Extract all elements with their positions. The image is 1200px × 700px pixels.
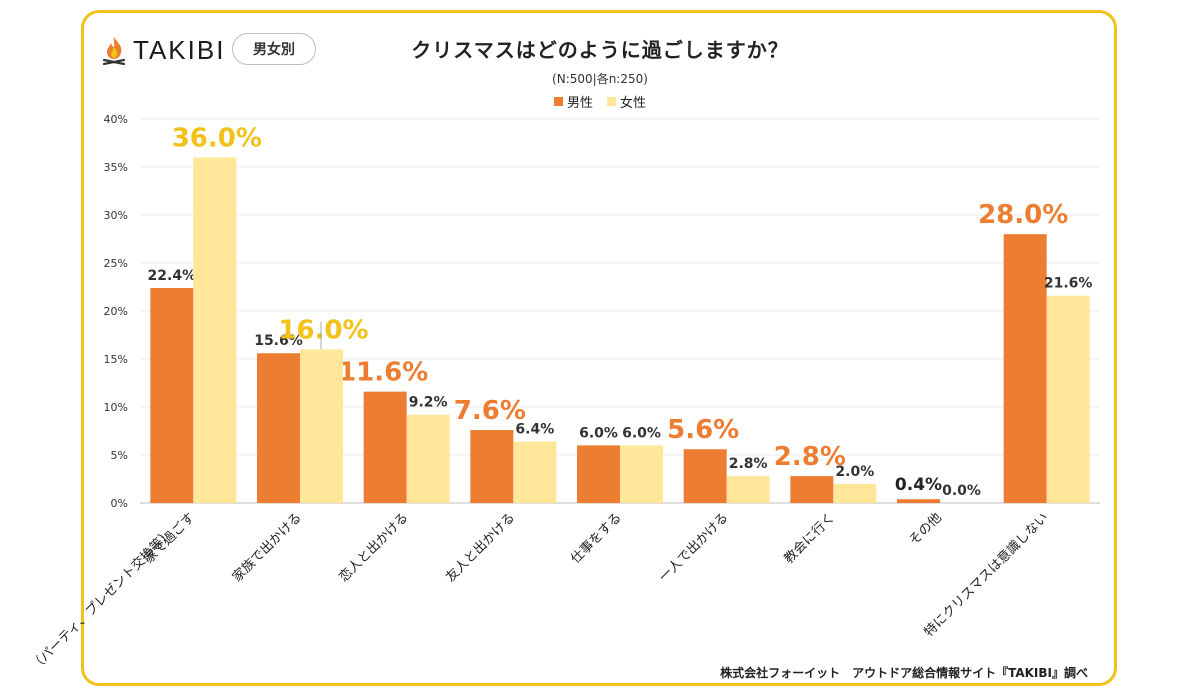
bar-male bbox=[470, 430, 514, 503]
legend-item-female: 女性 bbox=[607, 92, 646, 111]
data-label: 11.6% bbox=[338, 358, 428, 388]
logo-text: TAKIBI bbox=[133, 34, 226, 65]
bar-female bbox=[193, 157, 237, 503]
data-label: 5.6% bbox=[667, 415, 739, 445]
y-tick-label: 0% bbox=[111, 497, 128, 510]
data-label: 2.0% bbox=[835, 464, 874, 480]
data-label: 28.0% bbox=[978, 200, 1068, 230]
bar-female bbox=[406, 414, 450, 503]
legend-label-male: 男性 bbox=[566, 96, 593, 111]
chart-subtitle: (N:500|各n:250) bbox=[552, 72, 648, 86]
chart-frame bbox=[81, 10, 1117, 686]
data-label: 6.0% bbox=[622, 425, 661, 441]
gender-badge: 男女別 bbox=[232, 33, 316, 65]
data-label: 36.0% bbox=[172, 123, 262, 153]
bar-female bbox=[620, 445, 663, 503]
x-tick-label: その他 bbox=[907, 510, 945, 548]
bar-female bbox=[833, 483, 877, 503]
y-tick-label: 40% bbox=[104, 113, 128, 126]
data-label: 16.0% bbox=[278, 315, 368, 345]
bar-male bbox=[897, 499, 940, 503]
bar-male bbox=[683, 449, 727, 503]
y-tick-label: 5% bbox=[111, 449, 128, 462]
y-tick-label: 25% bbox=[104, 257, 128, 270]
x-tick-label: （パーティ、プレゼント交換等） bbox=[28, 526, 177, 675]
x-tick-label: 特にクリスマスは意識しない bbox=[921, 510, 1052, 641]
y-tick-label: 35% bbox=[104, 161, 128, 174]
data-label: 9.2% bbox=[409, 395, 448, 411]
data-label: 7.6% bbox=[454, 396, 526, 426]
x-tick-label: 家族で出かける bbox=[229, 510, 305, 586]
bar-female bbox=[300, 349, 343, 503]
campfire-icon bbox=[102, 37, 126, 65]
bar-male bbox=[150, 287, 194, 503]
x-tick-label: 恋人と出かける bbox=[336, 510, 412, 586]
bar-male bbox=[363, 391, 407, 503]
data-label: 6.4% bbox=[515, 422, 554, 438]
bar-male bbox=[1003, 234, 1047, 503]
data-label: 0.4% bbox=[895, 475, 942, 495]
bar-male bbox=[257, 353, 300, 503]
data-label: 0.0% bbox=[942, 483, 981, 499]
bar-female bbox=[726, 476, 770, 503]
legend-item-male: 男性 bbox=[553, 92, 593, 111]
bar-female bbox=[513, 441, 557, 503]
y-tick-label: 20% bbox=[104, 305, 128, 318]
legend-label-female: 女性 bbox=[620, 96, 647, 111]
legend-swatch-female bbox=[607, 97, 616, 106]
bar-male bbox=[790, 476, 834, 503]
legend: 男性 女性 bbox=[0, 92, 1200, 111]
legend-swatch-male bbox=[553, 97, 563, 106]
x-tick-label: 仕事をする bbox=[568, 510, 625, 567]
bar-female bbox=[1046, 295, 1090, 503]
y-tick-label: 30% bbox=[104, 209, 128, 222]
data-label: 22.4% bbox=[148, 268, 197, 284]
x-tick-label: 一人で出かける bbox=[657, 510, 732, 585]
takibi-logo: TAKIBI bbox=[101, 34, 225, 66]
data-label: 2.8% bbox=[729, 456, 768, 472]
chart-title: クリスマスはどのように過ごしますか？ bbox=[411, 38, 789, 62]
data-label: 2.8% bbox=[774, 442, 846, 472]
data-label: 15.6% bbox=[254, 333, 303, 349]
x-tick-label: 友人と出かける bbox=[442, 510, 518, 586]
x-tick-label: 教会に行く bbox=[781, 510, 838, 567]
y-tick-label: 10% bbox=[104, 401, 128, 414]
data-label: 6.0% bbox=[579, 425, 618, 441]
y-tick-label: 15% bbox=[104, 353, 128, 366]
bar-male bbox=[577, 445, 620, 503]
footer-credit: 株式会社フォーイット アウトドア総合情報サイト『TAKIBI』調べ bbox=[720, 666, 1088, 680]
data-label: 21.6% bbox=[1044, 276, 1093, 292]
